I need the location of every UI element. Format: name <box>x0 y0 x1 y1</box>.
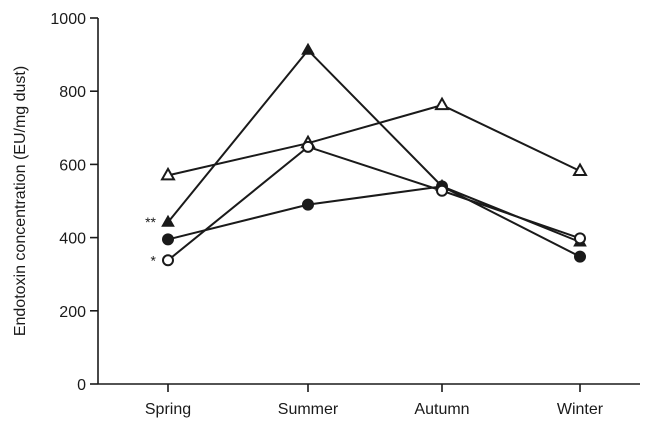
data-point-filled-circle <box>162 233 174 246</box>
series-line <box>167 145 581 262</box>
significance-annotation: * <box>151 252 157 268</box>
data-point-open-triangle <box>160 166 176 181</box>
series-filled-triangle <box>161 42 587 247</box>
y-tick-label: 600 <box>59 157 86 174</box>
data-point-filled-circle <box>574 250 586 263</box>
y-tick-label: 200 <box>59 304 86 321</box>
y-tick-label: 400 <box>59 231 86 248</box>
annotations: *** <box>145 214 156 268</box>
series-filled-circle <box>162 180 586 263</box>
data-point-open-circle <box>162 254 174 267</box>
x-tick-label: Summer <box>278 401 339 418</box>
data-point-open-circle <box>436 184 448 197</box>
series-open-triangle <box>160 96 588 181</box>
y-tick-label: 800 <box>59 84 86 101</box>
axes <box>97 18 640 385</box>
y-tick-label: 1000 <box>50 11 86 28</box>
x-tick-label: Autumn <box>414 401 469 418</box>
series-group <box>160 42 588 267</box>
data-point-filled-triangle <box>161 214 175 227</box>
data-point-filled-triangle <box>301 42 315 55</box>
series-open-circle <box>162 140 586 267</box>
data-point-open-circle <box>574 232 586 245</box>
y-tick-label: 0 <box>77 377 86 394</box>
significance-annotation: ** <box>145 214 156 230</box>
data-point-filled-circle <box>302 198 314 211</box>
series-line <box>167 185 581 258</box>
x-ticks: Spring Summer Autumn Winter <box>145 384 604 418</box>
y-ticks: 0 200 400 600 800 1000 <box>50 11 98 394</box>
data-point-open-triangle <box>572 162 588 177</box>
x-tick-label: Winter <box>557 401 604 418</box>
series-line <box>167 104 581 177</box>
data-point-open-triangle <box>434 96 450 111</box>
y-axis-title: Endotoxin concentration (EU/mg dust) <box>12 66 29 336</box>
x-tick-label: Spring <box>145 401 191 418</box>
series-line <box>167 48 581 243</box>
data-point-open-circle <box>302 140 314 153</box>
